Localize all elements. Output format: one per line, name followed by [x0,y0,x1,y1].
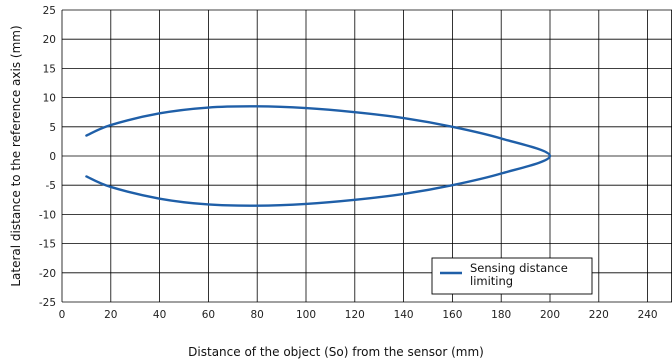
x-tick-label: 160 [442,309,462,321]
y-tick-label: 25 [43,5,56,17]
y-axis-label: Lateral distance to the reference axis (… [9,25,23,286]
legend: Sensing distance limiting [431,257,593,295]
x-tick-label: 200 [540,309,560,321]
series-line [85,105,552,207]
y-tick-label: -10 [39,209,56,221]
y-tick-label: 20 [43,34,56,46]
y-tick-label: 0 [49,151,56,163]
y-tick-label: -20 [39,268,56,280]
y-tick-label: 15 [43,63,56,75]
y-tick-label: 5 [49,122,56,134]
x-tick-label: 180 [491,309,511,321]
x-tick-label: 240 [638,309,658,321]
x-tick-label: 60 [202,309,215,321]
y-tick-label: -15 [39,239,56,251]
y-tick-label: -25 [39,297,56,309]
legend-box [431,257,593,295]
x-tick-label: 140 [394,309,414,321]
x-tick-label: 20 [104,309,117,321]
x-tick-label: 0 [59,309,66,321]
x-axis-label: Distance of the object (So) from the sen… [188,345,484,359]
x-tick-label: 220 [589,309,609,321]
x-tick-label: 80 [251,309,264,321]
x-tick-label: 100 [296,309,316,321]
legend-label: Sensing distance limiting [470,261,568,288]
y-tick-label: -5 [46,180,56,192]
y-tick-label: 10 [43,93,56,105]
x-tick-label: 120 [345,309,365,321]
x-tick-label: 40 [153,309,166,321]
